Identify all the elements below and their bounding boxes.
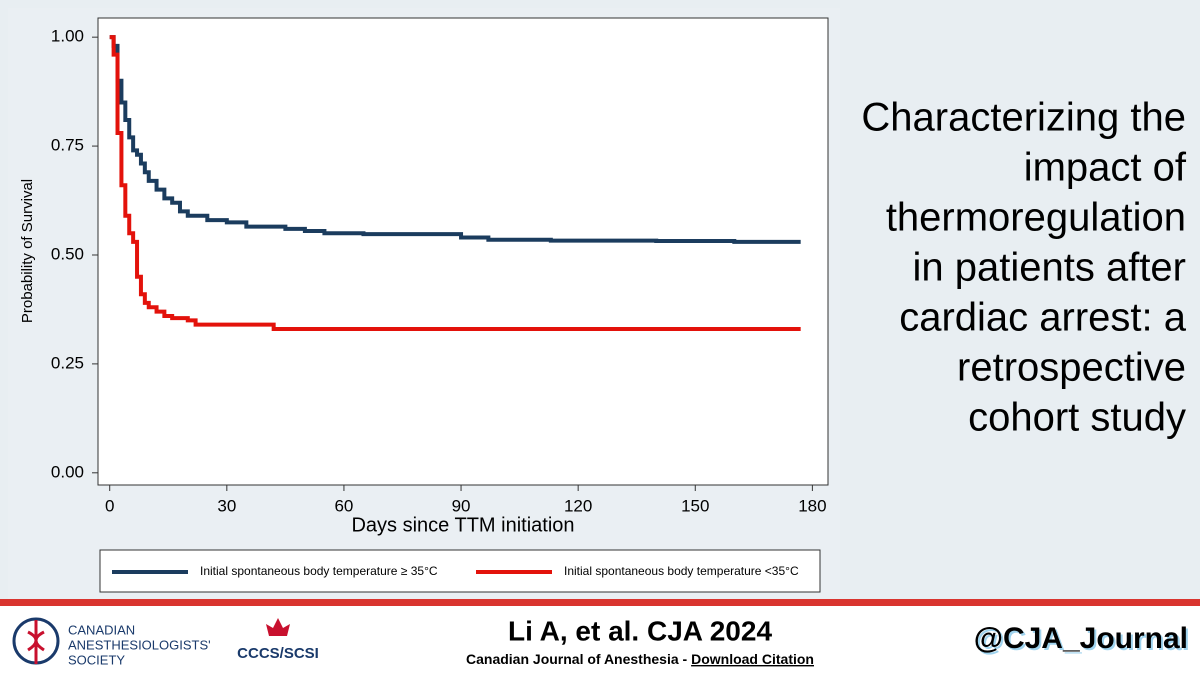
download-link[interactable]: Download Citation (691, 651, 814, 667)
cccs-logo (266, 618, 290, 636)
headline: in patients after (913, 246, 1187, 290)
cas-logo (12, 617, 60, 665)
x-axis-title: Days since TTM initiation (351, 514, 574, 536)
headline: retrospective (957, 346, 1186, 390)
cccs-name: CCCS/SCSI (237, 645, 319, 662)
divider (0, 599, 1200, 606)
footer-bg (0, 606, 1200, 673)
x-tick-label: 30 (217, 496, 236, 515)
plot-area (97, 17, 829, 486)
y-tick-label: 1.00 (51, 27, 84, 46)
y-tick-label: 0.00 (51, 462, 84, 481)
x-tick-label: 180 (798, 496, 826, 515)
headline: impact of (1024, 146, 1187, 190)
legend-label: Initial spontaneous body temperature <35… (564, 564, 799, 578)
society-name: SOCIETY (68, 652, 125, 667)
y-tick-label: 0.50 (51, 244, 84, 263)
society-name: CANADIAN (68, 622, 135, 637)
citation: Li A, et al. CJA 2024 (508, 615, 772, 646)
y-tick-label: 0.25 (51, 353, 84, 372)
x-tick-label: 60 (334, 496, 353, 515)
x-tick-label: 150 (681, 496, 709, 515)
legend-label: Initial spontaneous body temperature ≥ 3… (200, 564, 438, 578)
headline: Characterizing the (861, 96, 1186, 140)
headline: thermoregulation (886, 196, 1186, 240)
y-tick-label: 0.75 (51, 136, 84, 155)
x-tick-label: 120 (564, 496, 592, 515)
x-tick-label: 90 (452, 496, 471, 515)
y-axis-title: Probability of Survival (19, 179, 36, 323)
x-tick-label: 0 (105, 496, 114, 515)
headline: cardiac arrest: a (899, 296, 1187, 340)
legend-box (99, 549, 821, 593)
journal: Canadian Journal of Anesthesia - (466, 651, 691, 667)
handle[interactable]: @CJA_Journal (974, 622, 1188, 655)
survival-curve (109, 35, 801, 332)
journal-line: Canadian Journal of Anesthesia - Downloa… (466, 651, 814, 667)
society-name: ANESTHESIOLOGISTS' (68, 637, 211, 652)
headline: cohort study (968, 396, 1186, 440)
survival-curve (109, 35, 801, 244)
handle-shadow: @CJA_Journal (976, 624, 1190, 657)
